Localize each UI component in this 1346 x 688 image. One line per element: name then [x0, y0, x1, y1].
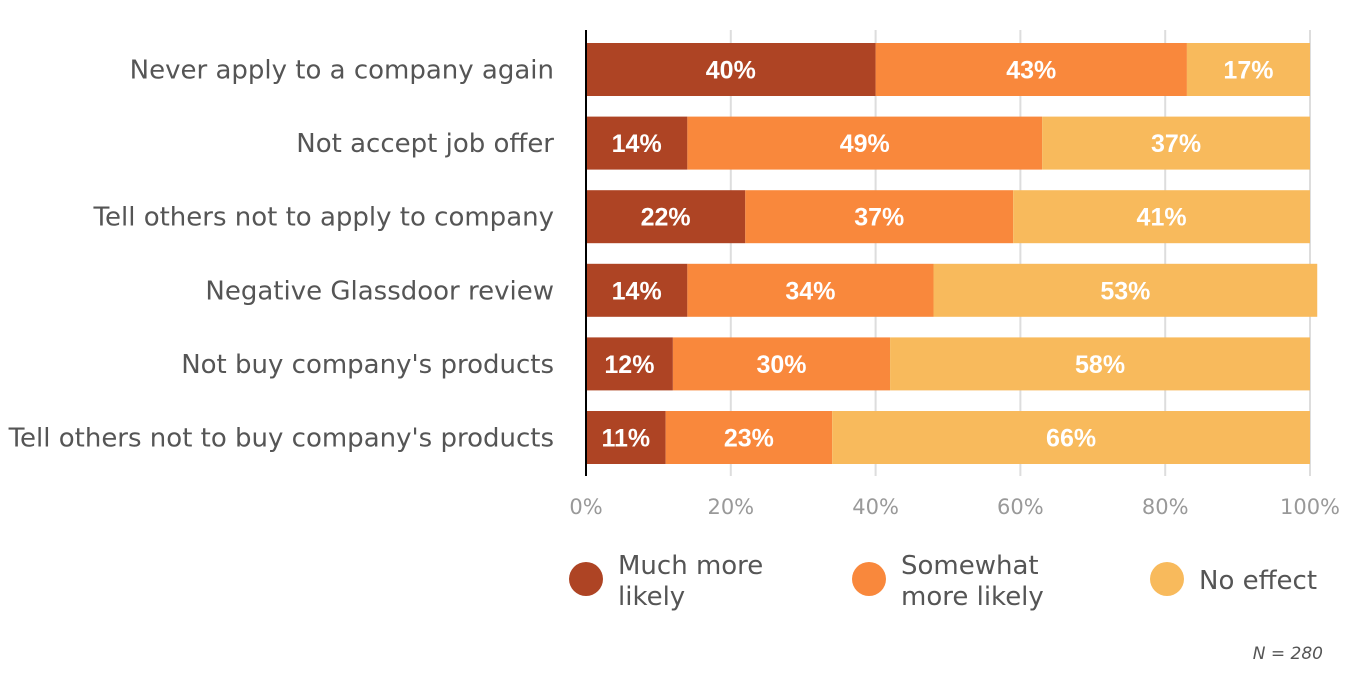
x-tick-labels: 0% 20% 40% 60% 80% 100%	[569, 495, 1340, 519]
legend-swatch	[852, 562, 886, 596]
data-label: 14%	[612, 130, 662, 158]
bar-segment	[586, 190, 746, 244]
bar-segment	[745, 190, 1014, 244]
bar-segment	[1186, 43, 1310, 96]
data-label: 12%	[604, 351, 654, 379]
bar-segment	[586, 411, 666, 464]
data-label: 53%	[1100, 277, 1150, 305]
legend-swatch	[569, 562, 603, 596]
x-tick-label: 100%	[1280, 495, 1340, 519]
legend-label: Much more	[618, 551, 763, 581]
category-label: Negative Glassdoor review	[205, 276, 554, 306]
data-label: 37%	[854, 204, 904, 232]
x-tick-label: 80%	[1142, 495, 1189, 519]
bar-segment	[875, 43, 1187, 96]
legend-label: No effect	[1199, 566, 1317, 596]
x-tick-label: 20%	[707, 495, 754, 519]
data-label: 14%	[612, 277, 662, 305]
bar-segment	[1042, 116, 1310, 170]
data-label: 43%	[1006, 57, 1056, 85]
legend-label: likely	[618, 582, 685, 612]
category-label: Tell others not to buy company's product…	[8, 424, 554, 454]
category-labels: Never apply to a company again Not accept…	[8, 56, 555, 454]
bar-row: 14% 49% 37%	[586, 116, 1310, 170]
bar-segment	[665, 411, 833, 464]
bar-segment	[687, 263, 934, 317]
bar-segment	[1013, 190, 1310, 244]
sample-size-note: N = 280	[1253, 644, 1323, 664]
data-label: 41%	[1137, 204, 1187, 232]
bar-segment	[586, 337, 673, 391]
bar-segment	[890, 337, 1310, 391]
x-tick-label: 0%	[569, 495, 602, 519]
category-label: Tell others not to apply to company	[93, 203, 554, 233]
bar-segment	[672, 337, 891, 391]
data-label: 22%	[641, 204, 691, 232]
legend-label: Somewhat	[901, 551, 1039, 581]
data-label: 58%	[1075, 351, 1125, 379]
bar-row: 40% 43% 17%	[586, 43, 1310, 96]
data-label: 40%	[706, 57, 756, 85]
bars: 40% 43% 17% 14% 49% 37% 22% 37% 41% 14% 34% 53% 12% 3…	[586, 43, 1318, 464]
bar-segment	[687, 116, 1043, 170]
bar-segment	[832, 411, 1310, 464]
data-label: 49%	[840, 130, 890, 158]
category-label: Not buy company's products	[181, 350, 554, 380]
bar-segment	[586, 116, 688, 170]
category-label: Not accept job offer	[296, 129, 554, 159]
x-tick-label: 60%	[997, 495, 1044, 519]
bar-segment	[586, 43, 876, 96]
data-label: 66%	[1046, 425, 1096, 453]
x-tick-label: 40%	[852, 495, 899, 519]
legend-item: No effect	[1150, 562, 1317, 596]
bar-row: 14% 34% 53%	[586, 263, 1318, 317]
data-label: 23%	[724, 425, 774, 453]
gridlines	[729, 30, 1311, 476]
bar-segment	[933, 263, 1318, 317]
data-label: 34%	[785, 277, 835, 305]
category-label: Never apply to a company again	[130, 56, 554, 86]
data-label: 11%	[601, 425, 650, 453]
data-label: 17%	[1223, 57, 1273, 85]
legend-label: more likely	[901, 582, 1044, 612]
bar-row: 11% 23% 66%	[586, 411, 1310, 464]
data-label: 37%	[1151, 130, 1201, 158]
bar-row: 12% 30% 58%	[586, 337, 1310, 391]
legend-swatch	[1150, 562, 1184, 596]
bar-segment	[586, 263, 688, 317]
data-label: 30%	[756, 351, 806, 379]
bar-row: 22% 37% 41%	[586, 190, 1310, 244]
